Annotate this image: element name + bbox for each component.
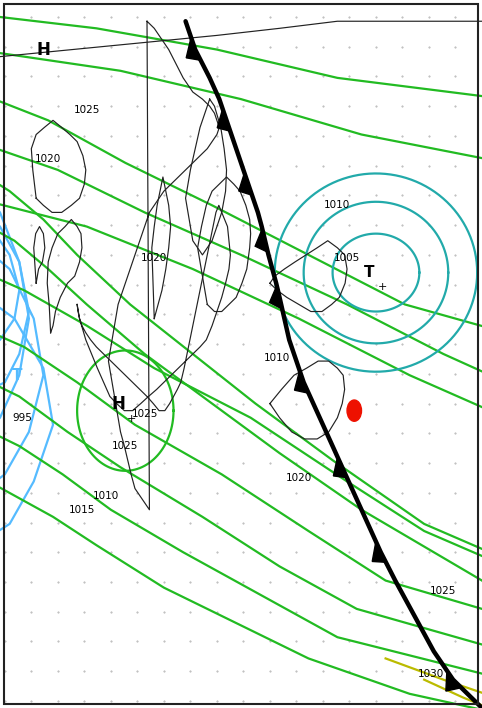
Text: +: +	[377, 282, 387, 292]
Text: T: T	[363, 265, 374, 280]
Polygon shape	[239, 173, 252, 195]
Text: 1030: 1030	[418, 669, 444, 679]
Polygon shape	[334, 457, 347, 478]
Text: 1025: 1025	[132, 409, 158, 419]
Circle shape	[347, 400, 362, 421]
Text: 1025: 1025	[430, 586, 456, 596]
Polygon shape	[255, 229, 268, 252]
Text: 1010: 1010	[93, 491, 119, 501]
Text: 1020: 1020	[141, 253, 167, 263]
Text: 1025: 1025	[74, 105, 100, 115]
Text: 1020: 1020	[286, 473, 312, 483]
Text: 1020: 1020	[35, 154, 61, 164]
Text: H: H	[37, 40, 50, 59]
Polygon shape	[295, 372, 308, 393]
Polygon shape	[186, 39, 200, 60]
Polygon shape	[446, 671, 459, 691]
Text: 1010: 1010	[324, 200, 350, 210]
Text: 995: 995	[12, 413, 32, 423]
Text: +: +	[127, 414, 136, 424]
Text: 1005: 1005	[334, 253, 360, 263]
Text: 1015: 1015	[69, 505, 95, 515]
Text: 1010: 1010	[264, 353, 290, 362]
Text: H: H	[111, 394, 125, 413]
Text: T: T	[12, 367, 23, 383]
Polygon shape	[269, 285, 282, 309]
Polygon shape	[372, 542, 386, 562]
Polygon shape	[217, 110, 230, 131]
Text: 1025: 1025	[112, 441, 138, 451]
